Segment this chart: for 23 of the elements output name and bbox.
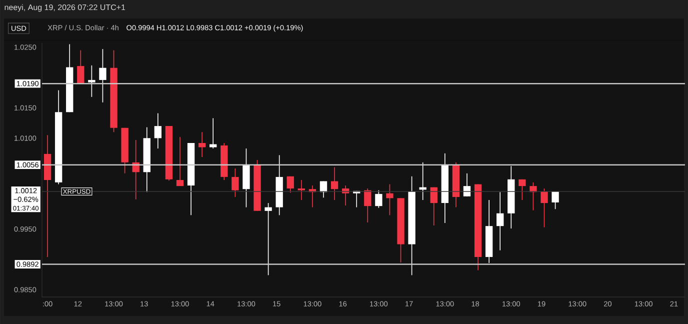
- text: neeyi, Aug 19, 2026 07:22 UTC+1: [4, 4, 126, 12]
- candlestick: [430, 186, 438, 226]
- candlestick: [540, 188, 548, 228]
- candlestick: [518, 178, 526, 200]
- candlestick: [176, 136, 184, 186]
- candlestick: [364, 188, 372, 223]
- candlestick: [286, 176, 294, 194]
- candlestick: [99, 48, 106, 103]
- candlestick: [375, 190, 382, 208]
- candlestick: [264, 202, 272, 276]
- candlestick: [386, 184, 394, 216]
- candlestick: [463, 172, 471, 197]
- candlestick: [298, 180, 305, 200]
- candlestick: [496, 192, 504, 251]
- candlestick: [242, 148, 250, 208]
- candlestick: [77, 50, 84, 84]
- candlestick: [198, 132, 206, 158]
- candlestick: [88, 65, 96, 98]
- candlestick: [552, 191, 559, 210]
- candlestick: [210, 118, 217, 149]
- candlestick: [154, 112, 162, 149]
- candlestick: [232, 168, 239, 198]
- candlestick: [330, 166, 338, 200]
